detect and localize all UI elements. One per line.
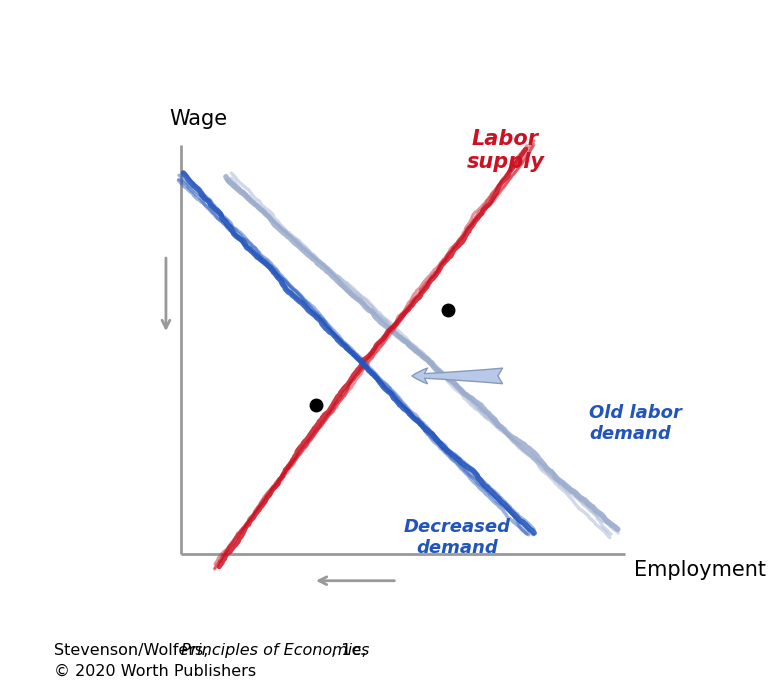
Text: Stevenson/Wolfers,: Stevenson/Wolfers, bbox=[54, 643, 214, 658]
Text: Labor
supply: Labor supply bbox=[467, 129, 544, 173]
Text: Principles of Economics: Principles of Economics bbox=[181, 643, 369, 658]
Text: Old labor
demand: Old labor demand bbox=[590, 404, 682, 443]
Text: Wage: Wage bbox=[169, 109, 227, 129]
Text: , 1e,: , 1e, bbox=[331, 643, 367, 658]
Text: Decreased
demand: Decreased demand bbox=[404, 518, 511, 557]
Text: © 2020 Worth Publishers: © 2020 Worth Publishers bbox=[54, 664, 257, 679]
Text: Employment: Employment bbox=[635, 560, 766, 580]
